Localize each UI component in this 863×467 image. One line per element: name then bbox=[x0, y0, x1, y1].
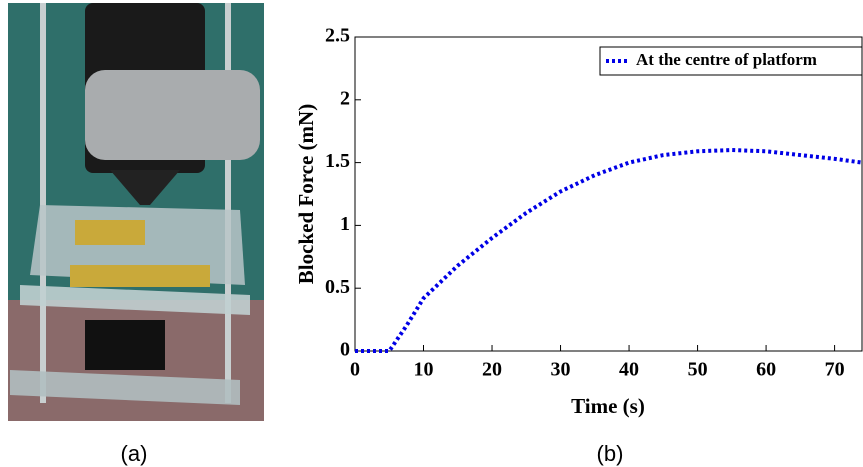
photo-rod bbox=[225, 3, 231, 403]
y-tick-label: 2 bbox=[340, 87, 350, 109]
y-axis-label: Blocked Force (mN) bbox=[294, 104, 318, 284]
plot-area bbox=[354, 36, 863, 352]
x-tick-label: 20 bbox=[482, 359, 502, 381]
x-tick-label: 30 bbox=[551, 359, 571, 381]
legend-box bbox=[599, 46, 863, 76]
photo bbox=[8, 3, 264, 421]
y-tick-label: 1.5 bbox=[325, 150, 350, 172]
x-tick-label: 50 bbox=[688, 359, 708, 381]
y-tick-label: 0 bbox=[340, 339, 350, 361]
x-tick-label: 40 bbox=[619, 359, 639, 381]
x-tick-label: 70 bbox=[825, 359, 845, 381]
caption: (b) bbox=[597, 441, 624, 466]
x-tick-label: 10 bbox=[414, 359, 434, 381]
photo-clamp bbox=[85, 70, 260, 160]
x-axis-label: Time (s) bbox=[571, 394, 645, 418]
caption: (a) bbox=[121, 441, 148, 466]
photo-bottom-plate bbox=[10, 370, 240, 405]
x-tick-label: 0 bbox=[350, 359, 360, 381]
y-tick-label: 1 bbox=[340, 213, 350, 235]
photo-base-plate bbox=[20, 285, 250, 315]
photo-rod bbox=[40, 3, 46, 403]
data-line bbox=[355, 148, 863, 353]
photo-block bbox=[85, 320, 165, 370]
y-tick-label: 2.5 bbox=[325, 25, 350, 47]
y-tick-label: 0.5 bbox=[325, 276, 350, 298]
legend-label: At the centre of platform bbox=[636, 50, 817, 69]
x-tick-label: 60 bbox=[756, 359, 776, 381]
photo-tip bbox=[110, 170, 180, 205]
photo-electrode bbox=[70, 265, 210, 287]
photo-electrode bbox=[75, 220, 145, 245]
